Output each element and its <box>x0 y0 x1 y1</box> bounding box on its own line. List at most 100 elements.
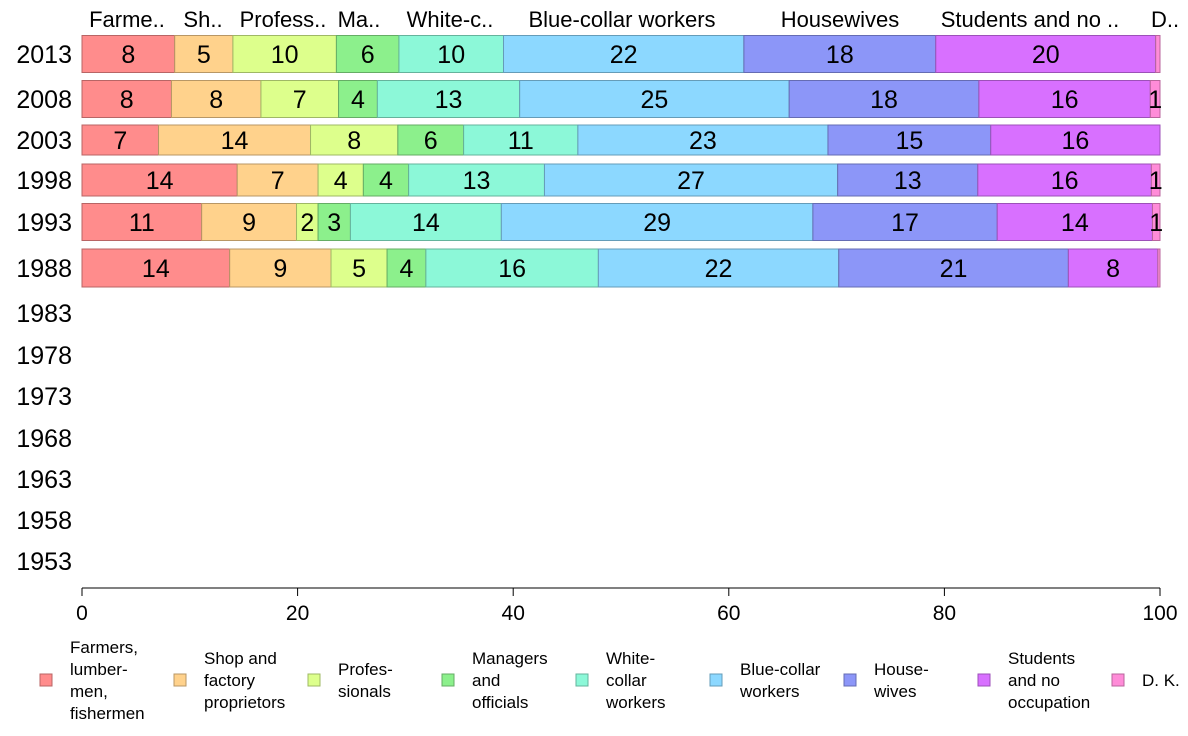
bar-segment <box>170 80 262 118</box>
y-tick-label: 1988 <box>16 255 72 283</box>
legend-swatch <box>977 673 991 687</box>
legend-label: wives <box>873 682 917 701</box>
bar-value-label: 9 <box>273 255 287 283</box>
top-series-label: D.. <box>1151 7 1179 32</box>
y-tick-label: 1978 <box>16 342 72 370</box>
bar-segment <box>1155 35 1161 73</box>
legend-swatch <box>39 673 53 687</box>
bar-segment <box>201 203 298 241</box>
bar-segment <box>425 248 599 288</box>
bar-segment <box>500 203 814 241</box>
bar-value-label: 17 <box>891 209 919 237</box>
y-tick-label: 1973 <box>16 383 72 411</box>
legend-label: men, <box>70 682 108 701</box>
bar-segment <box>935 35 1157 73</box>
bar-segment <box>1067 248 1159 288</box>
bar-segment <box>81 80 172 118</box>
bar-segment <box>977 163 1152 197</box>
bar-value-label: 14 <box>142 255 170 283</box>
bar-segment <box>577 124 829 156</box>
bar-value-label: 7 <box>113 127 127 155</box>
legend-label: House- <box>874 660 929 679</box>
bar-value-label: 20 <box>1032 41 1060 69</box>
bar-segment <box>1149 80 1161 118</box>
bar-value-label: 8 <box>1106 255 1120 283</box>
legend-swatch <box>1111 673 1125 687</box>
bar-segment <box>838 248 1069 288</box>
y-tick-label: 1953 <box>16 548 72 576</box>
bar-segment <box>408 163 545 197</box>
legend-label: D. K. <box>1142 671 1180 690</box>
x-tick-label: 20 <box>286 602 309 625</box>
bar-segment <box>990 124 1161 156</box>
bar-value-label: 4 <box>400 255 414 283</box>
bar-value-label: 10 <box>437 41 465 69</box>
bar-segment <box>317 203 351 241</box>
bar-segment <box>310 124 399 156</box>
bar-segment <box>1151 203 1161 241</box>
bar-value-label: 3 <box>327 209 341 237</box>
bar-segment <box>543 163 839 197</box>
x-tick-label: 60 <box>717 602 740 625</box>
bar-value-label: 22 <box>610 41 638 69</box>
legend-label: Blue-collar <box>740 660 821 679</box>
bar-segment <box>996 203 1153 241</box>
x-axis: 0 20 40 60 80 100 <box>76 587 1178 625</box>
bar-value-label: 13 <box>435 86 463 114</box>
y-tick-label: 2013 <box>16 41 72 69</box>
top-series-label: Profess.. <box>240 7 327 32</box>
bar-segment <box>330 248 388 288</box>
bar-value-label: 29 <box>643 209 671 237</box>
y-tick-label: 2008 <box>16 86 72 114</box>
bar-value-label: 7 <box>293 86 307 114</box>
x-tick-label: 0 <box>76 602 88 625</box>
legend-swatch <box>441 673 455 687</box>
bar-segment <box>1150 163 1161 197</box>
bar-value-label: 14 <box>146 167 174 195</box>
bar-segment <box>1157 248 1161 288</box>
x-tick-label: 100 <box>1142 602 1177 625</box>
bar-value-label: 5 <box>352 255 366 283</box>
legend-swatch <box>307 673 321 687</box>
y-tick-label: 2003 <box>16 127 72 155</box>
legend-label: White- <box>606 649 655 668</box>
bar-segment <box>232 35 337 73</box>
bar-value-label: 16 <box>1061 127 1089 155</box>
bar-segment <box>502 35 745 73</box>
x-tick-label: 40 <box>502 602 525 625</box>
bar-value-label: 8 <box>347 127 361 155</box>
bar-value-label: 8 <box>209 86 223 114</box>
y-tick-label: 1968 <box>16 425 72 453</box>
bar-segment <box>743 35 937 73</box>
bar-segment <box>398 35 504 73</box>
bar-value-label: 14 <box>1061 209 1089 237</box>
legend-label: Students <box>1008 649 1075 668</box>
legend-label: Profes- <box>338 660 393 679</box>
legend-label: and <box>472 671 500 690</box>
bar-area: 8 5 10 6 10 22 18 208 8 7 4 13 25 18 16 17 14 8 6 11 23 15 161… <box>81 35 1163 288</box>
legend-swatch <box>709 673 723 687</box>
bar-value-label: 4 <box>351 86 365 114</box>
legend-label: Managers <box>472 649 548 668</box>
bar-value-label: 14 <box>221 127 249 155</box>
bar-value-label: 15 <box>895 127 923 155</box>
legend-label: occupation <box>1008 693 1090 712</box>
y-tick-label: 1983 <box>16 300 72 328</box>
bar-segment <box>81 248 231 288</box>
y-tick-label: 1993 <box>16 209 72 237</box>
bar-value-label: 4 <box>334 167 348 195</box>
bar-value-label: 11 <box>129 209 155 237</box>
bar-value-label: 11 <box>508 127 534 155</box>
bar-value-label: 18 <box>826 41 854 69</box>
bar-value-label: 6 <box>424 127 438 155</box>
bar-segment <box>81 35 176 73</box>
bar-value-label: 1 <box>1149 209 1163 237</box>
top-series-label: White-c.. <box>407 7 494 32</box>
top-series-label: Sh.. <box>183 7 222 32</box>
y-tick-label: 1998 <box>16 167 72 195</box>
legend-label: sionals <box>338 682 391 701</box>
legend-swatch <box>843 673 857 687</box>
bar-segment <box>978 80 1151 118</box>
bar-segment <box>81 203 203 241</box>
